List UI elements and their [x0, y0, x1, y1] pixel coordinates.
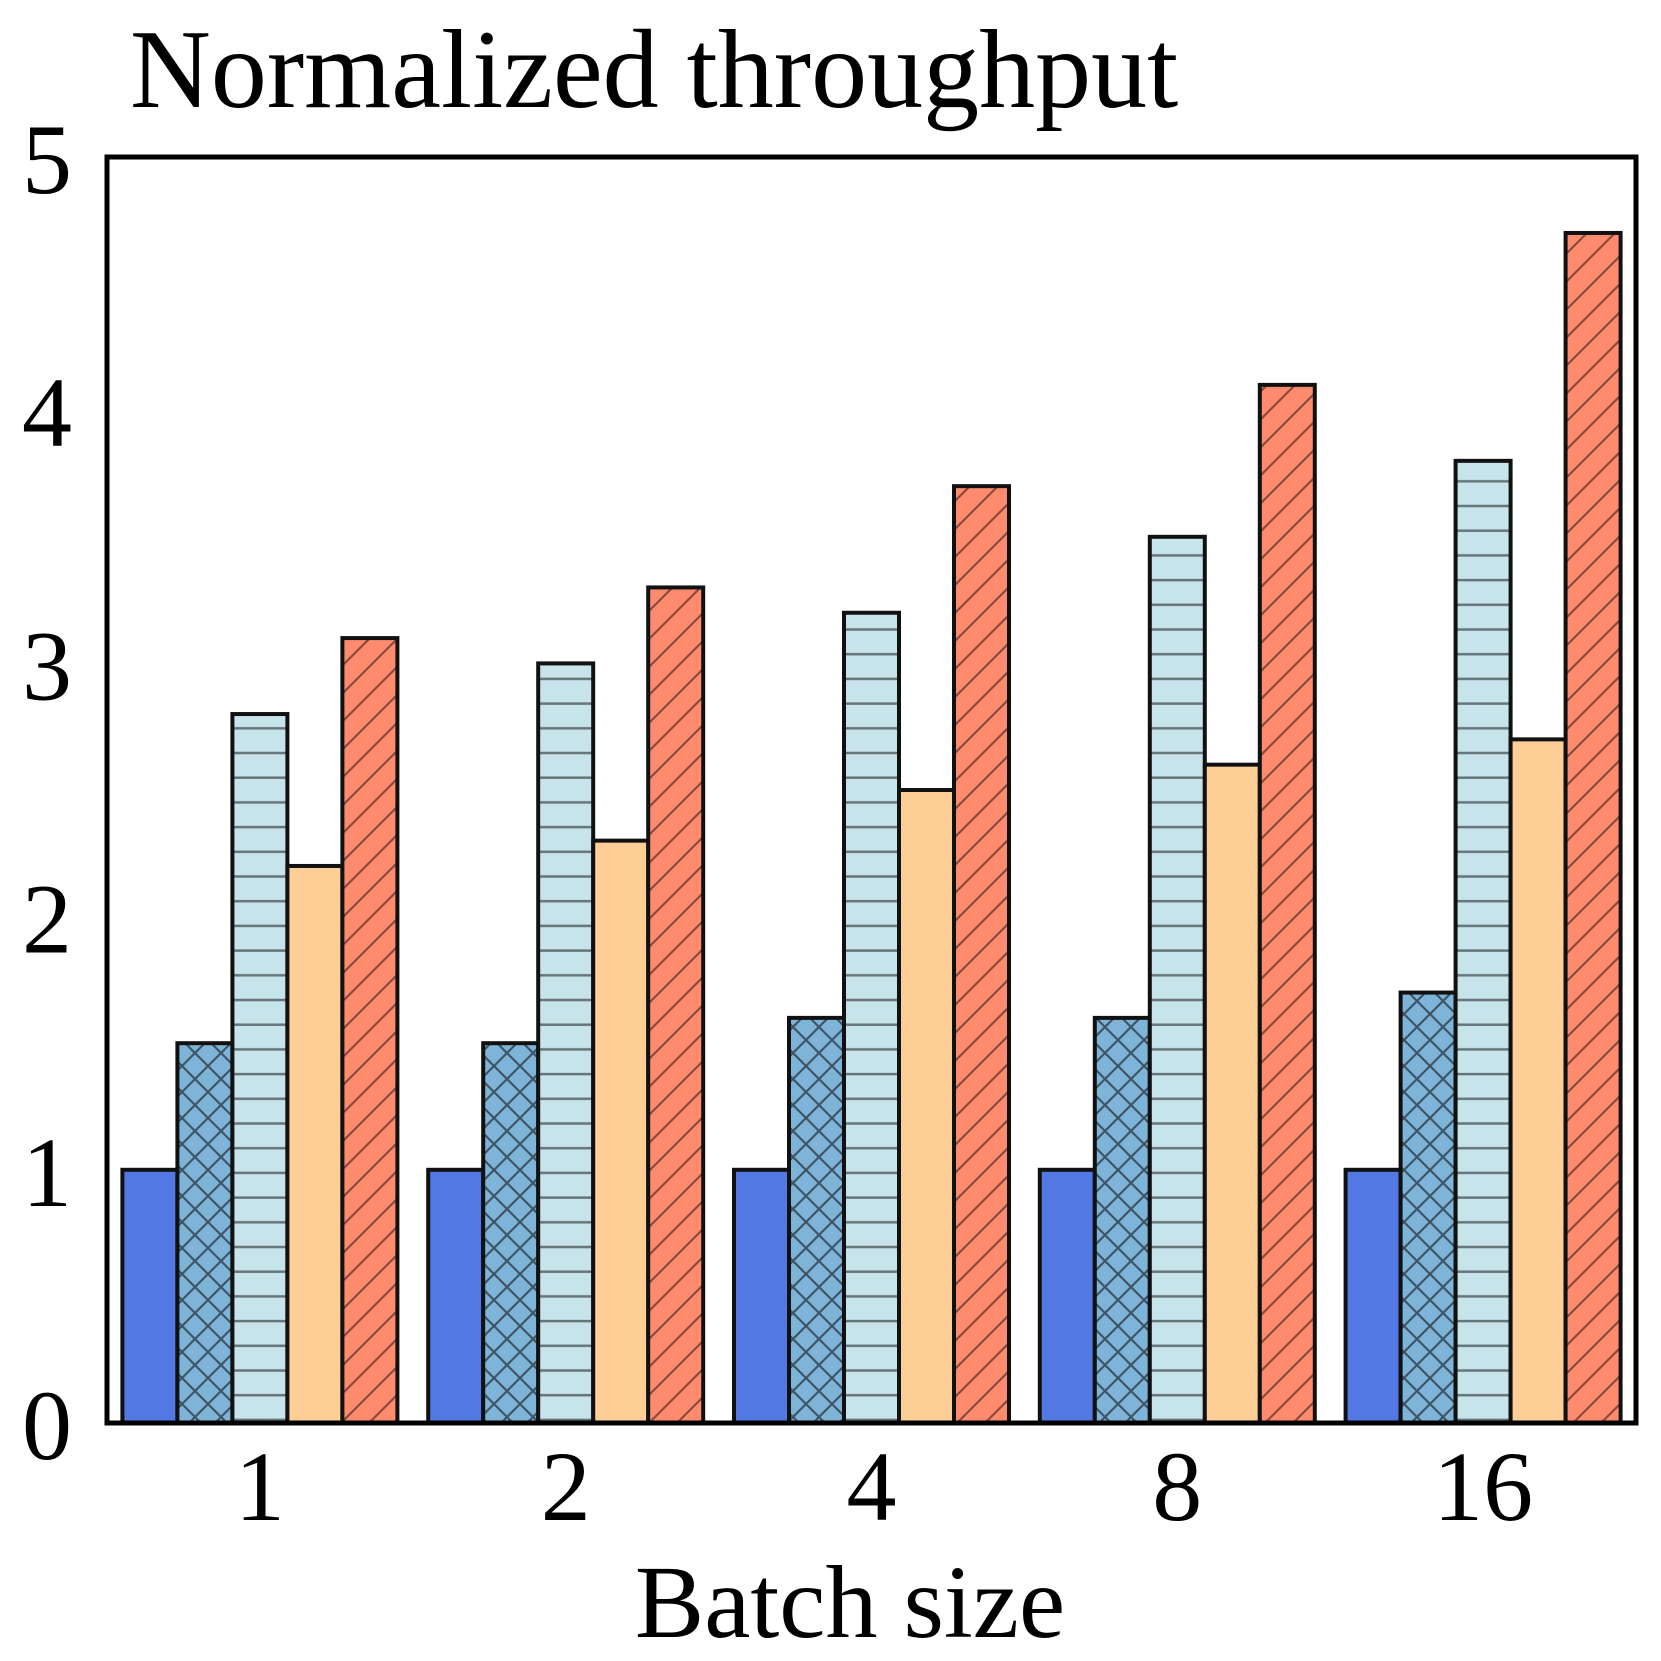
y-tick-label: 2: [22, 864, 72, 975]
bar-hatch-series-2-2: [483, 1043, 539, 1423]
x-axis-ticks: 1 2 4 8 16: [235, 1431, 1533, 1542]
y-tick-label: 5: [22, 104, 72, 215]
y-tick-label: 4: [22, 357, 72, 468]
bar-series-4-16: [1510, 739, 1566, 1423]
bar-series-4-2: [593, 840, 649, 1423]
bar-series-1-1: [122, 1169, 178, 1423]
bar-hatch-series-3-8: [1149, 536, 1205, 1423]
bar-hatch-series-5-8: [1259, 384, 1315, 1423]
bar-series-4-1: [287, 865, 343, 1423]
bar-hatch-series-3-2: [538, 663, 594, 1423]
plot-frame: [104, 154, 1639, 1426]
bar-hatch-series-2-8: [1094, 1017, 1150, 1423]
bar-hatch-series-3-4: [844, 612, 899, 1423]
bar-hatch-series-5-2: [648, 587, 704, 1423]
bar-hatch-series-5-1: [342, 638, 398, 1423]
x-tick-label: 16: [1433, 1431, 1533, 1542]
y-axis-ticks: 0 1 2 3 4 5: [22, 104, 72, 1481]
bar-hatch-series-2-16: [1400, 992, 1456, 1423]
x-tick-label: 4: [847, 1431, 897, 1542]
bar-hatch-series-2-4: [789, 1017, 844, 1423]
y-tick-label: 3: [22, 610, 72, 721]
bar-hatch-series-3-16: [1455, 460, 1511, 1424]
chart-title: Normalized throughput: [130, 8, 1178, 132]
bar-series-1-4: [734, 1169, 789, 1423]
x-tick-label: 2: [541, 1431, 591, 1542]
bar-hatch-series-5-16: [1565, 232, 1621, 1424]
bar-series-1-16: [1345, 1169, 1401, 1423]
bar-series-1-2: [428, 1169, 484, 1423]
x-tick-label: 8: [1152, 1431, 1202, 1542]
bar-hatch-series-2-1: [177, 1043, 233, 1423]
bars: [120, 230, 1623, 1426]
bar-series-4-8: [1204, 764, 1260, 1423]
bar-series-1-8: [1039, 1169, 1095, 1423]
y-tick-label: 0: [22, 1370, 72, 1481]
x-axis-label: Batch size: [635, 1545, 1065, 1660]
bar-hatch-series-3-1: [232, 714, 288, 1423]
bar-series-4-4: [899, 790, 954, 1423]
bar-hatch-series-5-4: [954, 486, 1009, 1423]
y-tick-label: 1: [22, 1117, 72, 1228]
x-tick-label: 1: [235, 1431, 285, 1542]
